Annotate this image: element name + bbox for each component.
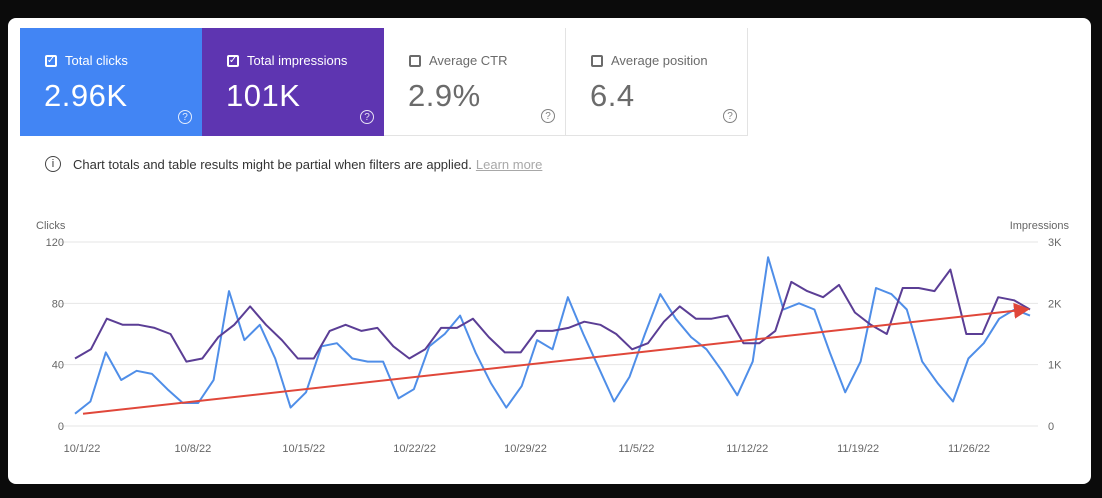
help-icon[interactable]: ? [178,110,192,124]
info-icon: i [45,156,61,172]
metric-cards: ✓ Total clicks 2.96K ? ✓ Total impressio… [20,28,748,136]
right-axis-title: Impressions [1010,220,1070,232]
left-tick-label: 0 [58,421,64,433]
card-value: 2.9% [408,78,481,113]
card-label: Total impressions [247,53,348,68]
x-tick-label: 10/22/22 [393,443,436,455]
x-tick-label: 11/5/22 [618,443,654,455]
checkbox-unchecked-icon[interactable] [591,54,603,67]
checkbox-checked-icon[interactable]: ✓ [45,54,57,67]
card-label: Average CTR [429,53,508,68]
card-value: 6.4 [590,78,635,113]
card-value: 2.96K [44,78,128,113]
learn-more-link[interactable]: Learn more [475,156,543,172]
x-tick-label: 10/29/22 [504,443,547,455]
trend-arrow [82,302,1030,415]
help-icon[interactable]: ? [360,110,374,124]
help-icon[interactable]: ? [723,109,737,123]
right-tick-label: 3K [1048,237,1062,249]
card-label: Total clicks [65,53,128,68]
x-tick-label: 11/12/22 [726,443,768,455]
card-label: Average position [611,53,708,68]
checkbox-unchecked-icon[interactable] [409,54,421,67]
clicks-series-line [74,256,1031,415]
left-tick-label: 80 [52,298,64,310]
impressions-series-line [74,268,1031,363]
card-average-ctr[interactable]: Average CTR 2.9% ? [384,28,566,136]
x-tick-label: 11/19/22 [837,443,879,455]
checkbox-checked-icon[interactable]: ✓ [227,54,239,67]
x-tick-label: 11/26/22 [948,443,990,455]
left-tick-label: 120 [46,237,64,249]
x-tick-label: 10/15/22 [282,443,325,455]
help-icon[interactable]: ? [541,109,555,123]
left-axis-title: Clicks [36,220,66,232]
notice-text: Chart totals and table results might be … [73,156,472,172]
right-tick-label: 0 [1048,421,1054,433]
x-tick-label: 10/1/22 [64,443,101,455]
left-tick-label: 40 [52,360,64,372]
card-value: 101K [226,78,301,113]
filter-notice: i Chart totals and table results might b… [45,156,542,172]
card-total-impressions[interactable]: ✓ Total impressions 101K ? [202,28,384,136]
performance-panel: ✓ Total clicks 2.96K ? ✓ Total impressio… [8,18,1091,484]
right-tick-label: 1K [1048,360,1062,372]
card-average-position[interactable]: Average position 6.4 ? [566,28,748,136]
x-tick-label: 10/8/22 [175,443,212,455]
card-total-clicks[interactable]: ✓ Total clicks 2.96K ? [20,28,202,136]
right-tick-label: 2K [1048,298,1062,310]
